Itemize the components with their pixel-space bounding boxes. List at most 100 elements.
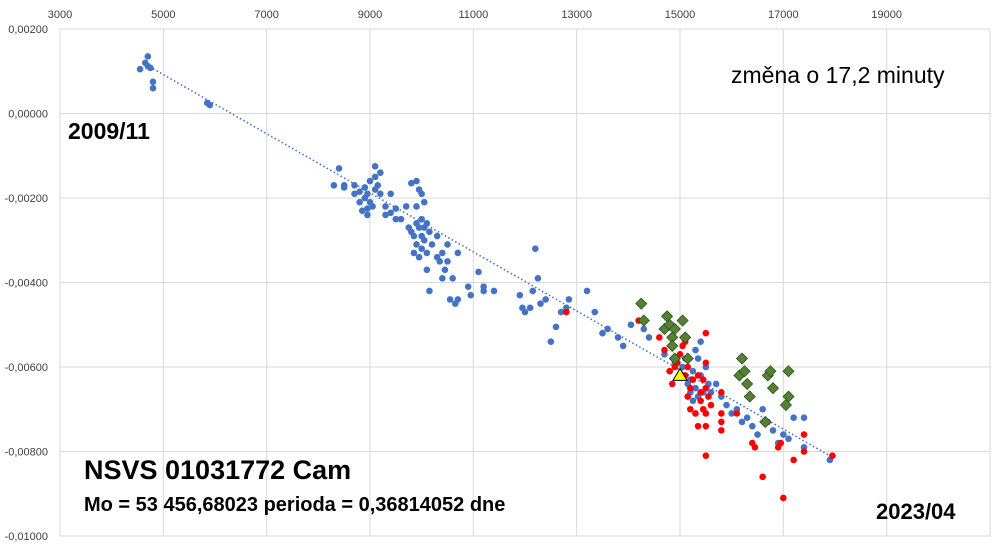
- data-point: [790, 414, 797, 422]
- data-point: [697, 338, 704, 345]
- data-point: [699, 376, 707, 383]
- data-point: [382, 211, 389, 219]
- data-point: [800, 414, 808, 422]
- data-point: [371, 173, 379, 181]
- data-point: [697, 397, 704, 405]
- x-axis-ticks: 3000 5000 7000 9000 11000 13000 15000 17000 1900…: [48, 9, 902, 21]
- data-point: [358, 207, 366, 214]
- data-point: [418, 190, 425, 198]
- data-point-diamond: [679, 331, 692, 344]
- y-tick-label: -0,00600: [5, 362, 48, 374]
- x-tick-label: 5000: [151, 9, 175, 21]
- data-point: [687, 405, 694, 413]
- data-point: [387, 190, 394, 198]
- data-point: [645, 334, 653, 341]
- data-point: [565, 296, 573, 303]
- data-point: [449, 274, 456, 282]
- data-point: [557, 308, 565, 316]
- data-point: [413, 241, 420, 248]
- data-point: [684, 393, 692, 400]
- data-point: [777, 439, 785, 447]
- data-point: [666, 367, 673, 375]
- data-point: [392, 205, 400, 212]
- data-point-diamond: [764, 365, 777, 378]
- data-point: [692, 346, 699, 354]
- chart-gridlines: [59, 28, 991, 537]
- x-tick-label: 15000: [665, 9, 696, 21]
- data-point: [532, 245, 539, 252]
- data-point: [377, 169, 384, 176]
- data-point: [418, 215, 425, 223]
- data-point: [149, 78, 157, 86]
- data-point: [366, 177, 374, 185]
- data-point-diamond: [735, 352, 749, 365]
- data-point: [413, 177, 420, 185]
- data-point: [374, 182, 382, 189]
- data-point-diamond: [676, 314, 689, 327]
- data-point: [418, 245, 425, 252]
- data-point: [330, 182, 338, 189]
- data-point: [402, 203, 410, 210]
- data-point: [369, 203, 376, 210]
- data-point: [436, 258, 444, 265]
- data-point: [356, 188, 363, 195]
- data-point: [702, 452, 710, 460]
- annotation-start-date: 2009/11: [68, 118, 150, 144]
- data-point: [444, 258, 451, 265]
- data-point: [733, 410, 741, 417]
- data-point: [759, 473, 766, 481]
- data-point: [759, 405, 766, 413]
- data-points: [136, 53, 836, 502]
- data-point: [351, 182, 358, 189]
- data-point: [467, 291, 475, 299]
- data-point-diamond: [741, 377, 754, 390]
- x-tick-label: 11000: [458, 9, 488, 21]
- data-point: [364, 190, 371, 198]
- data-point: [718, 389, 725, 396]
- data-point: [689, 397, 697, 405]
- data-point: [454, 249, 462, 257]
- data-point: [454, 296, 462, 303]
- data-point: [591, 308, 599, 316]
- data-point: [692, 384, 699, 392]
- data-point: [547, 338, 555, 345]
- data-point: [534, 274, 542, 282]
- data-point: [718, 418, 725, 426]
- data-point: [684, 363, 692, 371]
- data-point: [656, 334, 663, 341]
- data-point: [144, 53, 152, 60]
- data-point: [415, 253, 423, 261]
- data-point: [705, 393, 712, 400]
- data-point: [619, 342, 627, 350]
- data-point: [769, 427, 777, 434]
- data-point: [718, 410, 725, 417]
- data-point: [423, 220, 431, 227]
- data-point: [423, 266, 431, 274]
- data-point: [428, 241, 436, 248]
- data-point: [446, 296, 454, 303]
- data-point: [583, 287, 591, 295]
- data-point: [702, 410, 710, 417]
- data-point: [410, 249, 418, 257]
- data-point: [364, 211, 371, 219]
- data-point: [413, 203, 420, 210]
- data-point: [780, 494, 787, 502]
- y-tick-label: -0,00200: [5, 193, 48, 205]
- data-point: [627, 321, 635, 329]
- y-tick-label: -0,00400: [5, 278, 48, 290]
- data-point: [676, 351, 684, 358]
- data-point-diamond: [668, 352, 681, 365]
- data-point: [728, 410, 735, 417]
- data-point: [790, 456, 797, 464]
- data-point-diamond: [637, 314, 650, 327]
- data-point: [382, 203, 389, 210]
- data-point: [433, 232, 441, 240]
- annotation-elements: Mo = 53 456,68023 perioda = 0,36814052 d…: [84, 494, 506, 516]
- data-point: [464, 283, 472, 291]
- y-tick-label: 0,00200: [8, 24, 48, 36]
- data-point: [687, 384, 694, 392]
- data-point: [723, 401, 730, 409]
- data-point: [668, 380, 676, 388]
- data-point: [697, 389, 704, 396]
